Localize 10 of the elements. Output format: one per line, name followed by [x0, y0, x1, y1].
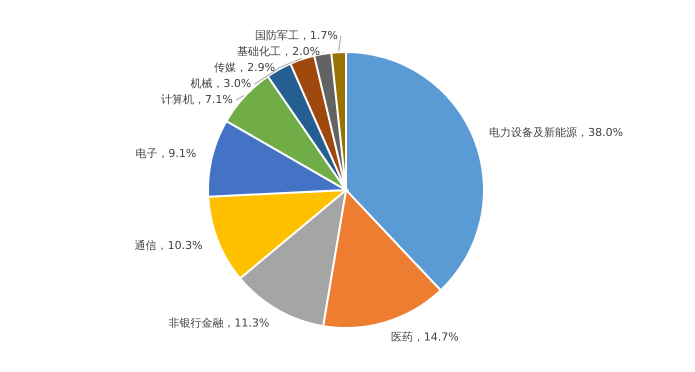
slice-label: 计算机，7.1% — [160, 93, 233, 106]
slice-label: 基础化工，2.0% — [237, 45, 320, 58]
slice-label: 非银行金融，11.3% — [168, 316, 270, 330]
slice-label: 电子，9.1% — [135, 146, 196, 160]
slice-label: 传媒，2.9% — [214, 61, 276, 74]
slice-label: 通信，10.3% — [134, 238, 203, 252]
slice-label: 国防军工，1.7% — [254, 29, 338, 42]
slice-label: 机械，3.0% — [190, 77, 252, 90]
slice-label: 医药，14.7% — [390, 330, 459, 344]
slice-label: 电力设备及新能源，38.0% — [489, 126, 624, 140]
